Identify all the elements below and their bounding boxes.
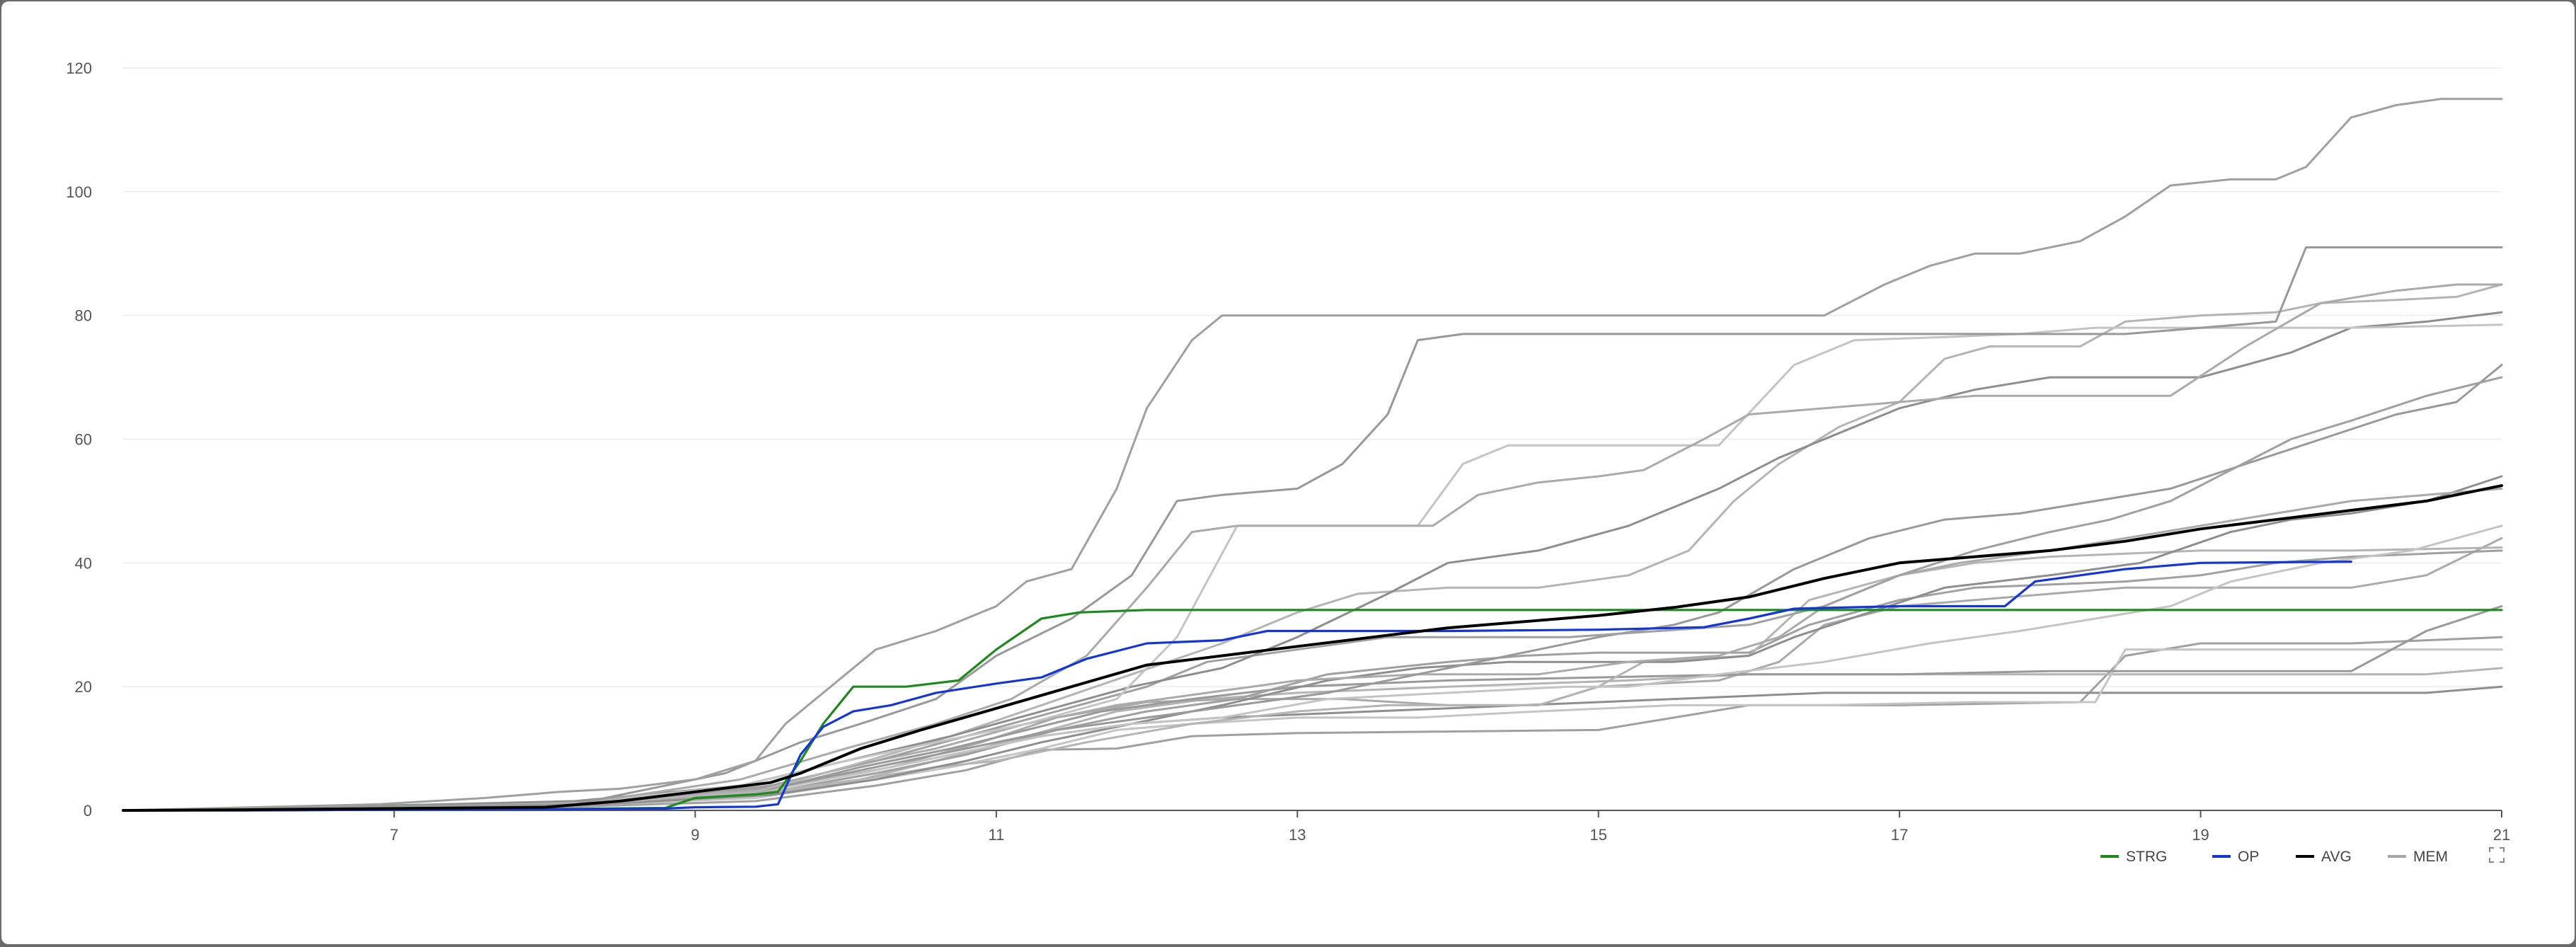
x-tick-label: 21 bbox=[2493, 826, 2510, 844]
y-tick-label: 80 bbox=[75, 307, 92, 325]
x-tick-label: 17 bbox=[1891, 826, 1908, 844]
series-line-mem bbox=[122, 98, 2503, 812]
y-axis: 0 20 40 60 80 100 120 bbox=[66, 59, 92, 820]
x-tick-label: 15 bbox=[1589, 826, 1606, 844]
x-tick-label: 19 bbox=[2192, 826, 2209, 844]
x-axis: 7 9 11 13 15 17 19 21 bbox=[123, 810, 2510, 844]
series-line-avg bbox=[122, 484, 2503, 812]
legend-label: OP bbox=[2238, 849, 2259, 865]
legend-label: STRG bbox=[2126, 849, 2167, 865]
series-line-mem bbox=[122, 283, 2503, 812]
series-line-mem bbox=[122, 246, 2503, 812]
x-tick-label: 11 bbox=[988, 826, 1004, 844]
series-line-mem bbox=[122, 667, 2503, 812]
series-line-mem bbox=[122, 605, 2503, 812]
series-line-mem bbox=[122, 549, 2503, 812]
series-line-mem bbox=[122, 636, 2503, 812]
series-line-mem bbox=[122, 475, 2503, 812]
series-line-mem bbox=[122, 376, 2503, 812]
series-line-mem bbox=[122, 524, 2503, 812]
series-line-mem bbox=[122, 323, 2503, 812]
series-line-mem bbox=[122, 648, 2503, 812]
series-line-mem bbox=[122, 283, 2503, 812]
legend-item-mem[interactable]: MEM bbox=[2388, 849, 2448, 865]
x-tick-label: 13 bbox=[1289, 826, 1306, 844]
legend: STRG OP AVG MEM bbox=[2100, 849, 2448, 865]
y-tick-label: 0 bbox=[84, 802, 92, 820]
series-line-mem bbox=[122, 546, 2503, 812]
y-tick-label: 120 bbox=[66, 59, 92, 77]
expand-icon-glyph bbox=[2489, 847, 2505, 863]
legend-label: MEM bbox=[2413, 849, 2448, 865]
y-tick-label: 60 bbox=[75, 431, 92, 449]
series-line-op bbox=[122, 561, 2352, 812]
y-tick-label: 20 bbox=[75, 678, 92, 696]
y-tick-label: 100 bbox=[66, 183, 92, 201]
x-tick-label: 7 bbox=[390, 826, 398, 844]
series-group bbox=[122, 98, 2503, 812]
legend-item-op[interactable]: OP bbox=[2212, 849, 2259, 865]
legend-label: AVG bbox=[2321, 849, 2352, 865]
x-tick-label: 9 bbox=[691, 826, 699, 844]
y-tick-label: 40 bbox=[75, 554, 92, 572]
legend-item-strg[interactable]: STRG bbox=[2100, 849, 2167, 865]
legend-item-avg[interactable]: AVG bbox=[2296, 849, 2352, 865]
series-line-mem bbox=[122, 685, 2503, 812]
expand-icon[interactable] bbox=[2489, 847, 2505, 863]
